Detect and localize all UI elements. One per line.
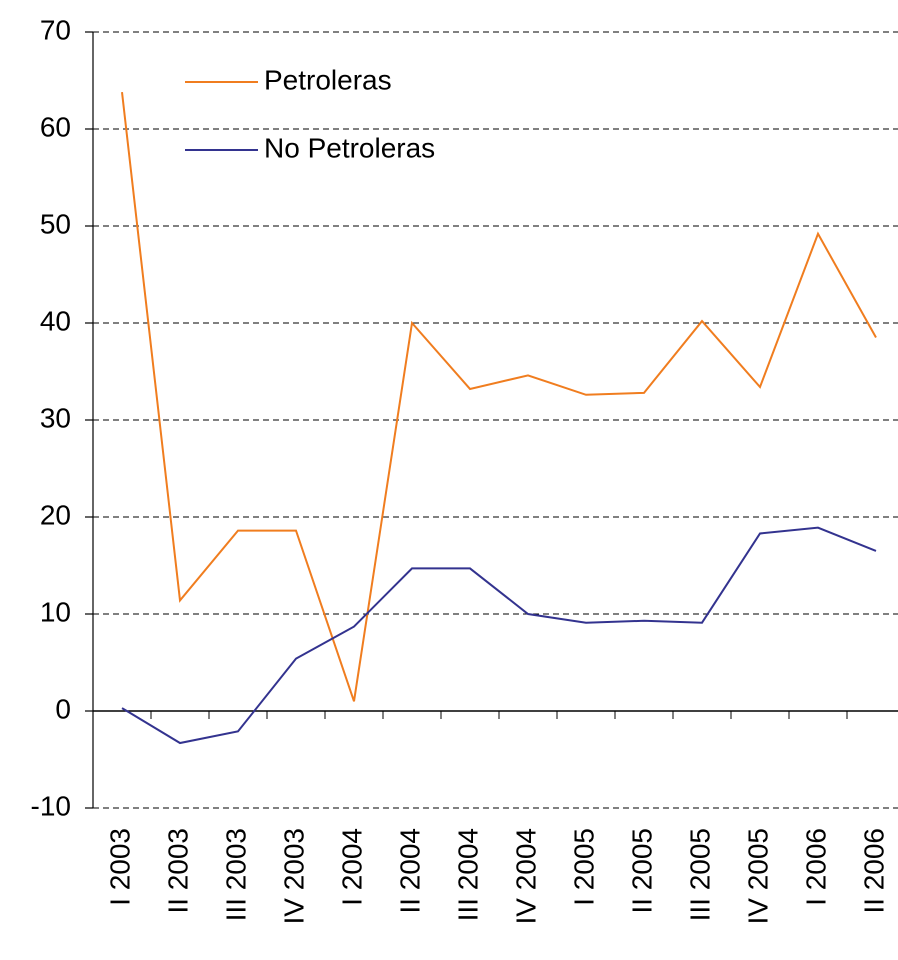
x-tick-label: II 2004 [394,828,425,914]
line [122,92,876,701]
x-tick-label: IV 2003 [278,828,309,925]
x-tick-label: I 2006 [800,828,831,906]
chart: -10 0 10 20 30 40 50 60 70 I 2003 II 2003 III 2003 I… [0,0,898,960]
x-tick-label: III 2005 [684,828,715,921]
x-tick-label: II 2006 [858,828,889,914]
x-tick-label: II 2005 [626,828,657,914]
x-tick-label: II 2003 [162,828,193,914]
y-tick-label: 40 [40,305,71,336]
y-tick-label: 50 [40,208,71,239]
y-tick-label: 0 [55,693,71,724]
legend-label: Petroleras [264,64,392,95]
y-tick-label: 70 [40,14,71,45]
x-tick-label: IV 2005 [742,828,773,925]
y-tick-label: 20 [40,499,71,530]
y-tick-label: 30 [40,402,71,433]
x-tick-label: III 2004 [452,828,483,921]
y-tick-label: -10 [31,790,71,821]
x-tick-label: I 2005 [568,828,599,906]
y-tick-label: 10 [40,596,71,627]
x-tick-label: III 2003 [220,828,251,921]
legend-label: No Petroleras [264,132,435,163]
x-tick-label: I 2004 [336,828,367,906]
y-tick-label: 60 [40,111,71,142]
x-tick-label: I 2003 [104,828,135,906]
x-tick-label: IV 2004 [510,828,541,925]
